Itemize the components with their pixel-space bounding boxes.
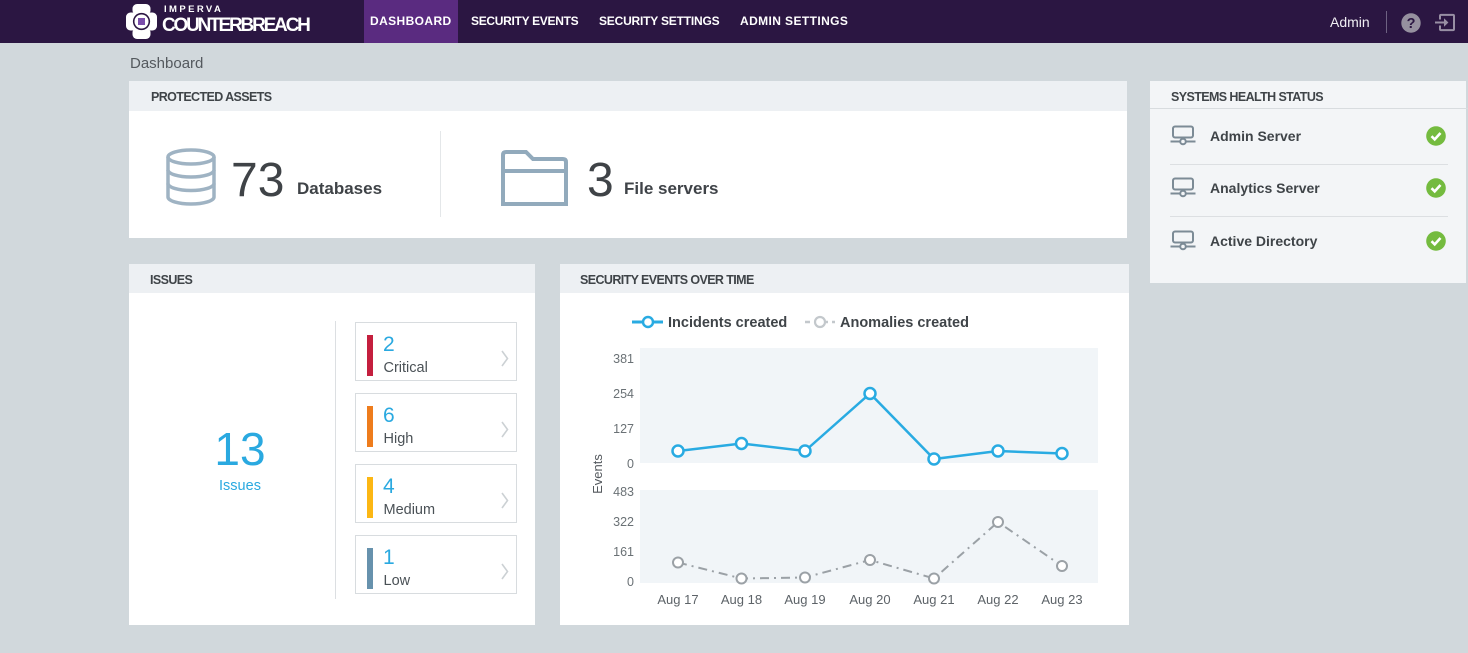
svg-text:483: 483: [613, 485, 634, 499]
svg-text:Aug 22: Aug 22: [977, 592, 1018, 607]
svg-text:Aug 20: Aug 20: [849, 592, 890, 607]
svg-text:322: 322: [613, 515, 634, 529]
svg-text:254: 254: [613, 387, 634, 401]
svg-text:0: 0: [627, 575, 634, 589]
svg-text:0: 0: [627, 457, 634, 471]
svg-text:Aug 18: Aug 18: [721, 592, 762, 607]
svg-text:Aug 19: Aug 19: [784, 592, 825, 607]
svg-text:Anomalies created: Anomalies created: [840, 315, 969, 331]
svg-text:?: ?: [1407, 16, 1416, 32]
svg-text:161: 161: [613, 545, 634, 559]
svg-text:Incidents created: Incidents created: [668, 315, 787, 331]
svg-text:127: 127: [613, 422, 634, 436]
svg-text:Events: Events: [590, 454, 605, 494]
svg-text:381: 381: [613, 352, 634, 366]
svg-text:Aug 21: Aug 21: [913, 592, 954, 607]
svg-text:Aug 23: Aug 23: [1041, 592, 1082, 607]
svg-text:Aug 17: Aug 17: [657, 592, 698, 607]
